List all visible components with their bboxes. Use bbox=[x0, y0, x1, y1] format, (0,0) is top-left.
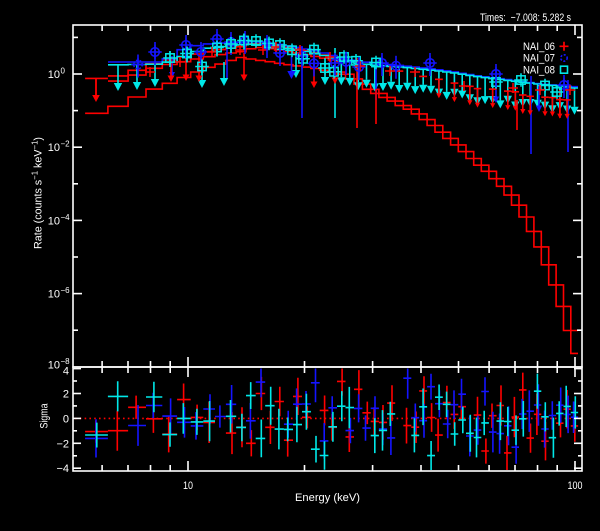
svg-text:10: 10 bbox=[48, 69, 60, 81]
svg-text:Sigma: Sigma bbox=[39, 403, 51, 429]
svg-text:0: 0 bbox=[61, 67, 66, 76]
svg-text:−2: −2 bbox=[61, 140, 71, 149]
svg-text:NAI_07: NAI_07 bbox=[523, 53, 555, 65]
svg-text:Rate (counts s−1 keV−1): Rate (counts s−1 keV−1) bbox=[31, 137, 45, 249]
svg-text:Times: −7.008: 5.282 s: Times: −7.008: 5.282 s bbox=[480, 12, 571, 24]
svg-text:4: 4 bbox=[63, 366, 69, 378]
svg-text:−4: −4 bbox=[61, 213, 71, 222]
svg-text:10: 10 bbox=[48, 289, 60, 301]
svg-text:−2: −2 bbox=[56, 438, 69, 450]
svg-text:100: 100 bbox=[568, 480, 583, 492]
svg-text:NAI_08: NAI_08 bbox=[523, 64, 555, 76]
svg-text:Energy (keV): Energy (keV) bbox=[295, 492, 360, 504]
svg-text:10: 10 bbox=[48, 142, 60, 154]
svg-text:−4: −4 bbox=[56, 463, 69, 475]
svg-text:10: 10 bbox=[183, 480, 193, 492]
svg-text:NAI_06: NAI_06 bbox=[523, 41, 555, 53]
svg-text:2: 2 bbox=[63, 389, 69, 401]
svg-text:−8: −8 bbox=[61, 357, 71, 366]
svg-text:10: 10 bbox=[48, 359, 60, 371]
svg-text:−6: −6 bbox=[61, 286, 71, 295]
svg-text:10: 10 bbox=[48, 215, 60, 227]
svg-text:0: 0 bbox=[63, 413, 69, 425]
